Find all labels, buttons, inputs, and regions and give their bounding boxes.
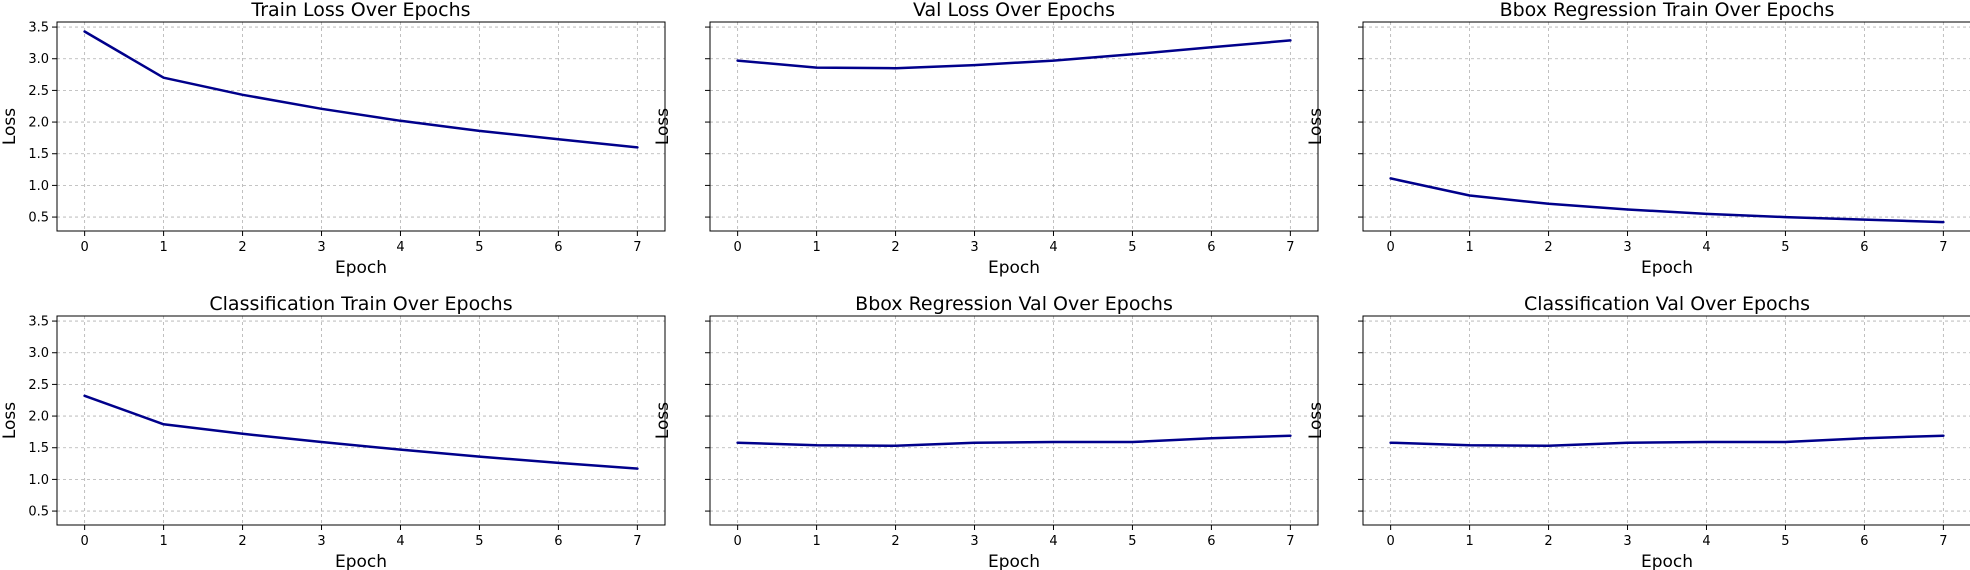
subplot-title: Classification Val Over Epochs [1524,293,1810,315]
x-tick-label: 4 [1702,240,1710,255]
subplot-title: Val Loss Over Epochs [913,0,1115,21]
x-tick-label: 1 [812,240,820,255]
axes-frame [709,21,1319,232]
x-tick-label: 5 [475,534,483,549]
x-tick-label: 7 [633,240,641,255]
x-tick-label: 3 [317,534,325,549]
subplot-5: 0 1 2 3 4 5 6 7 Bbox Regression Val Over Epochs E… [653,293,1319,570]
x-tick-label: 7 [1939,534,1947,549]
x-tick-label: 3 [1623,534,1631,549]
x-tick-label: 6 [1207,240,1215,255]
y-axis-label: Loss [1306,402,1326,439]
subplot-title: Classification Train Over Epochs [209,293,512,315]
y-tick-label: 2.5 [28,84,49,99]
x-tick-label: 5 [1781,240,1789,255]
x-tick-label: 2 [891,534,899,549]
x-tick-label: 2 [238,240,246,255]
series-line [83,30,639,149]
x-tick-label: 3 [970,534,978,549]
x-tick-label: 3 [1623,240,1631,255]
x-tick-label: 6 [554,240,562,255]
x-tick-label: 7 [1286,534,1294,549]
subplot-title: Bbox Regression Val Over Epochs [855,293,1173,315]
x-tick-label: 3 [970,240,978,255]
x-tick-label: 2 [238,534,246,549]
x-tick-label: 1 [159,534,167,549]
x-tick-label: 0 [733,534,741,549]
y-tick-label: 1.5 [28,441,49,456]
x-tick-label: 7 [633,534,641,549]
axes-frame [1362,21,1970,232]
x-tick-label: 5 [1128,534,1136,549]
subplot-title: Bbox Regression Train Over Epochs [1500,0,1835,21]
x-tick-label: 0 [733,240,741,255]
x-tick-label: 0 [80,240,88,255]
y-axis-label: Loss [0,402,20,439]
x-axis-label: Epoch [1641,552,1693,570]
x-axis-label: Epoch [988,552,1040,570]
x-tick-label: 1 [812,534,820,549]
x-tick-label: 1 [159,240,167,255]
y-axis-label: Loss [653,108,673,145]
x-tick-label: 4 [1049,240,1057,255]
x-tick-label: 5 [1128,240,1136,255]
x-tick-label: 2 [1544,240,1552,255]
x-axis-label: Epoch [988,258,1040,278]
series-line [1389,177,1945,224]
y-tick-label: 3.5 [28,315,49,330]
y-tick-label: 2.5 [28,378,49,393]
x-tick-label: 6 [1207,534,1215,549]
x-tick-label: 5 [1781,534,1789,549]
y-tick-label: 1.0 [28,473,49,488]
series-line [83,394,639,470]
axes-frame [56,315,666,526]
y-tick-label: 1.5 [28,147,49,162]
x-tick-label: 4 [1049,534,1057,549]
series-line [736,39,1292,70]
x-tick-label: 7 [1286,240,1294,255]
axes-frame [1362,315,1970,526]
subplot-1: 0 1 2 3 4 5 6 7 0.5 1.0 1.5 2.0 2.5 3.0 3.5 Train Loss … [0,0,666,278]
axes-frame [709,315,1319,526]
x-tick-label: 2 [891,240,899,255]
x-tick-label: 7 [1939,240,1947,255]
x-tick-label: 1 [1465,534,1473,549]
y-axis-label: Loss [0,108,20,145]
axes-frame [56,21,666,232]
y-tick-label: 3.0 [28,52,49,67]
subplot-3: 0 1 2 3 4 5 6 7 Bbox Regression Train Over Epoch… [1306,0,1970,278]
y-axis-label: Loss [1306,108,1326,145]
x-tick-label: 5 [475,240,483,255]
x-tick-label: 0 [80,534,88,549]
series-line [1389,434,1945,448]
y-tick-label: 2.0 [28,410,49,425]
y-tick-label: 0.5 [28,211,49,226]
x-tick-label: 6 [1860,534,1868,549]
x-tick-label: 6 [1860,240,1868,255]
x-tick-label: 4 [396,534,404,549]
y-tick-label: 1.0 [28,179,49,194]
subplot-4: 0 1 2 3 4 5 6 7 0.5 1.0 1.5 2.0 2.5 3.0 3.5 Classificat… [0,293,666,570]
x-tick-label: 0 [1386,534,1394,549]
x-tick-label: 0 [1386,240,1394,255]
subplot-2: 0 1 2 3 4 5 6 7 Val Loss Over Epochs Epoch Loss [653,0,1319,278]
x-tick-label: 4 [1702,534,1710,549]
x-tick-label: 3 [317,240,325,255]
y-tick-label: 3.5 [28,21,49,36]
x-axis-label: Epoch [335,258,387,278]
x-tick-label: 4 [396,240,404,255]
subplot-title: Train Loss Over Epochs [250,0,470,21]
y-tick-label: 3.0 [28,346,49,361]
x-axis-label: Epoch [1641,258,1693,278]
x-tick-label: 1 [1465,240,1473,255]
y-tick-label: 2.0 [28,116,49,131]
subplot-6: 0 1 2 3 4 5 6 7 Classification Val Over Epochs Ep… [1306,293,1970,570]
series-line [736,434,1292,448]
x-axis-label: Epoch [335,552,387,570]
x-tick-label: 2 [1544,534,1552,549]
y-axis-label: Loss [653,402,673,439]
y-tick-label: 0.5 [28,505,49,520]
x-tick-label: 6 [554,534,562,549]
